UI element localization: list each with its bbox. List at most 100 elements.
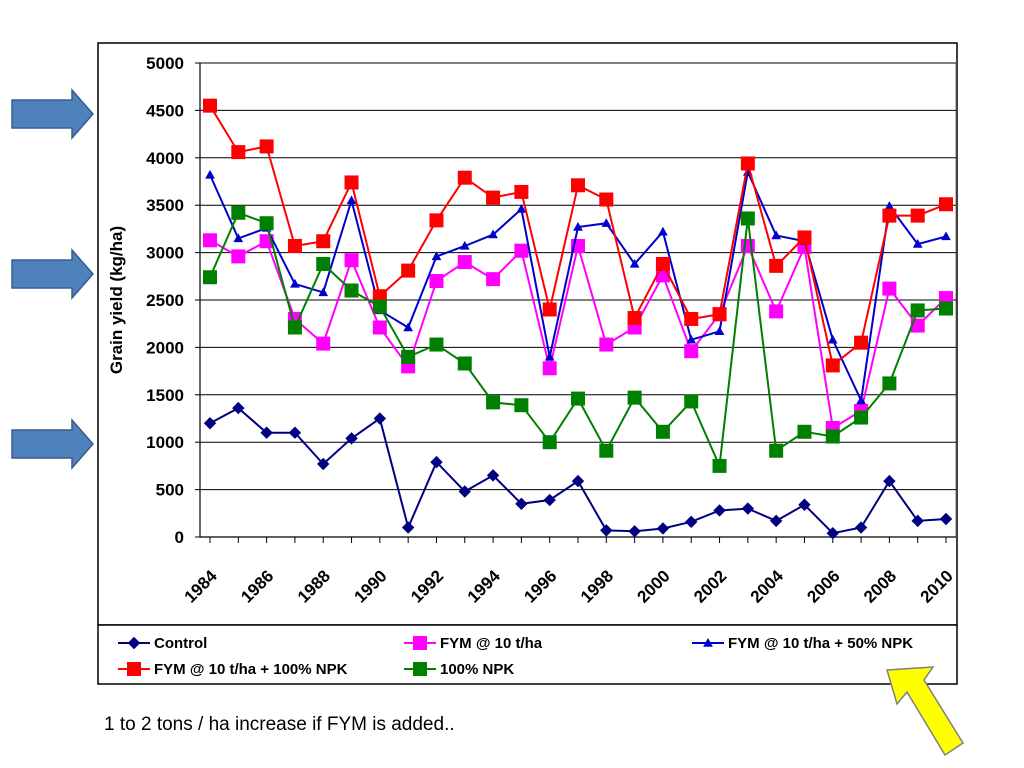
y-tick-label: 0 [175,528,184,547]
legend-label: 100% NPK [440,661,514,678]
data-point [345,432,358,445]
data-point [260,426,273,439]
data-point [854,410,869,425]
data-point [627,390,642,405]
y-tick-label: 3000 [146,244,184,263]
legend-label: FYM @ 10 t/ha + 50% NPK [728,635,913,652]
data-point [627,311,642,326]
legend-label: FYM @ 10 t/ha + 100% NPK [154,661,348,678]
data-point [685,515,698,529]
data-point [599,192,614,207]
data-point [459,240,470,250]
data-point [542,361,557,376]
data-point [429,337,444,352]
data-point [259,139,274,154]
data-point [686,334,697,344]
data-point [231,205,246,220]
data-point [344,175,359,190]
data-point [431,251,442,261]
legend-marker [413,662,427,676]
highlight-arrow [886,666,965,757]
data-point [486,190,501,205]
side-arrow-3 [11,418,94,470]
data-point [344,283,359,298]
data-point [344,253,359,268]
data-point [854,335,869,350]
data-point [769,304,784,319]
data-point [205,169,215,179]
data-point [346,195,357,205]
data-point [769,514,783,528]
data-point [798,498,811,511]
y-tick-label: 500 [156,481,184,500]
data-point [628,525,641,538]
y-axis-title: Grain yield (kg/ha) [107,226,126,374]
data-point [401,521,415,534]
data-point [316,336,331,351]
data-point [231,145,246,160]
legend-marker [127,636,141,650]
data-point [912,239,923,248]
data-point [713,504,726,517]
data-point [600,524,613,537]
data-point [231,249,246,264]
y-tick-label: 4500 [146,101,184,120]
data-point [488,229,498,239]
data-point [856,395,866,405]
data-point [514,243,529,258]
data-point [401,263,416,278]
data-point [571,474,585,488]
data-point [684,394,699,409]
data-point [287,238,302,253]
legend-label: Control [154,635,207,652]
caption-text: 1 to 2 tons / ha increase if FYM is adde… [104,714,455,735]
data-point [401,349,416,364]
data-point [515,497,528,511]
legend-label: FYM @ 10 t/ha [440,635,543,652]
data-point [543,493,556,507]
data-point [769,443,784,458]
data-point [318,287,329,297]
data-point [317,457,330,471]
data-point [372,299,387,314]
data-point [655,424,670,439]
data-point [290,278,300,288]
data-point [573,221,583,231]
data-point [599,337,614,352]
data-point [939,301,953,316]
data-point [825,429,840,444]
data-point [882,376,897,391]
data-point [203,233,217,248]
data-point [457,255,472,270]
y-tick-label: 5000 [146,54,184,73]
data-point [458,485,471,498]
data-point [571,391,585,406]
side-arrow-1 [11,88,94,140]
legend-box [97,624,958,685]
data-point [658,226,668,236]
data-point [486,469,500,482]
data-point [316,256,331,271]
data-point [429,213,444,228]
data-point [712,458,727,473]
data-point [684,311,699,326]
y-tick-label: 4000 [146,149,184,168]
data-point [232,401,245,415]
data-point [854,521,868,534]
side-arrow-2 [11,248,94,300]
data-point [910,208,925,223]
data-point [684,344,699,359]
data-point [714,326,725,335]
data-point [203,270,217,285]
y-tick-label: 2500 [146,291,184,310]
legend: Control FYM @ 10 t/ha FYM @ 10 t/ha + 50% … [118,635,913,678]
data-point [288,426,302,439]
data-point [486,272,501,287]
data-point [372,320,387,335]
data-point [457,356,472,371]
data-point [939,197,953,212]
data-point [769,258,784,273]
data-point [655,256,670,271]
data-point [656,522,670,535]
